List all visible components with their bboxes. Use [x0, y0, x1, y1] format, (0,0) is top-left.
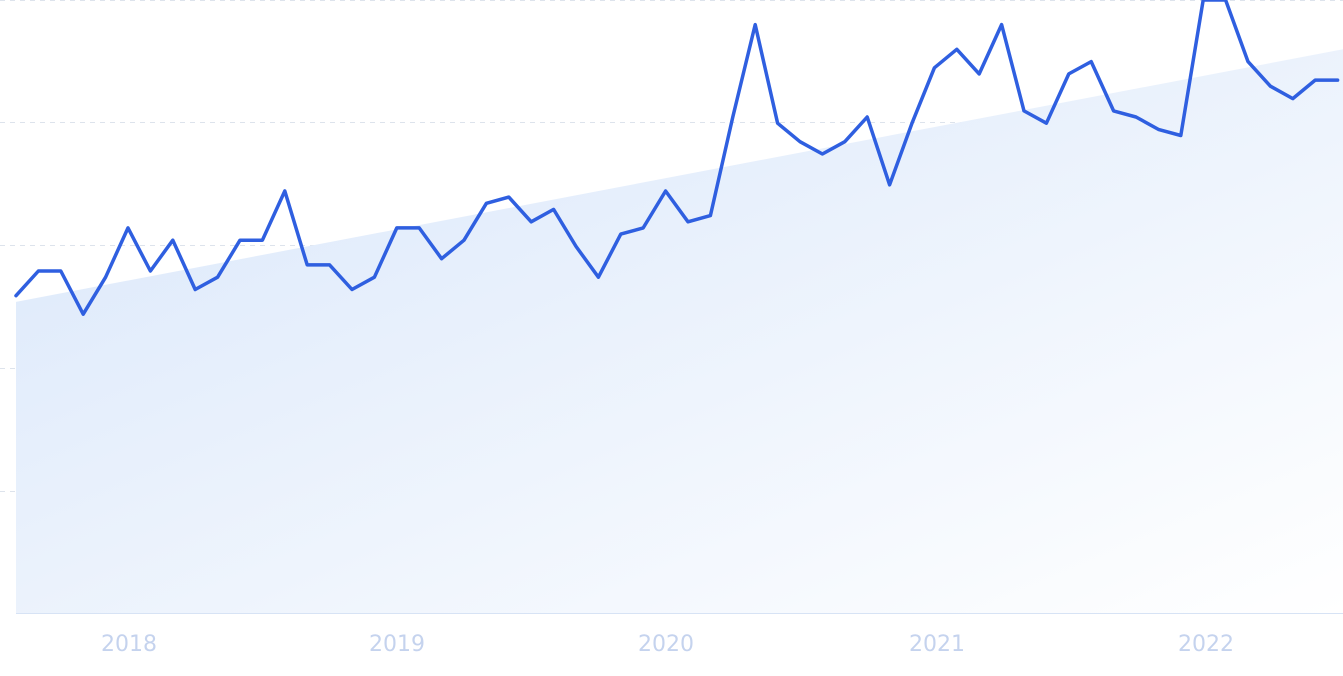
x-tick-label: 2021 — [909, 632, 965, 657]
x-tick-label: 2022 — [1178, 632, 1234, 657]
trend-area — [16, 49, 1343, 614]
series-line — [14, 0, 1340, 316]
x-tick-label: 2020 — [638, 632, 694, 657]
series-line-path — [14, 0, 1340, 316]
x-tick-label: 2019 — [369, 632, 425, 657]
x-axis-ticks: 2018 2019 2020 2021 2022 — [101, 632, 1234, 657]
x-tick-label: 2018 — [101, 632, 157, 657]
trend-area-fill — [16, 49, 1343, 613]
